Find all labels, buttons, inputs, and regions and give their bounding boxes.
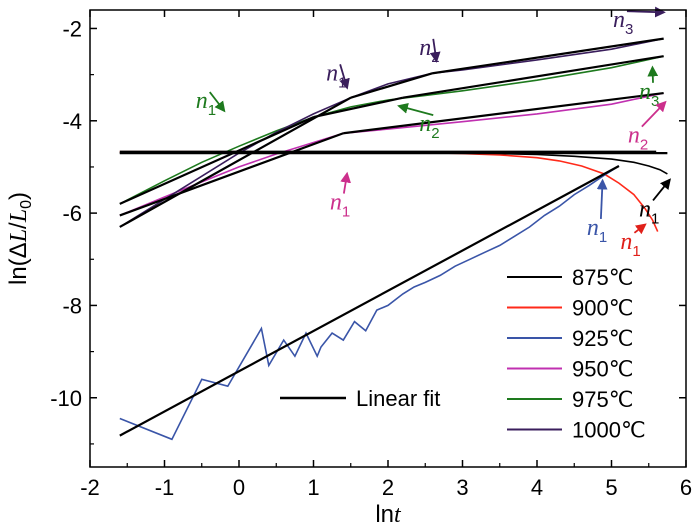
- legend-label-linear-fit: Linear fit: [356, 386, 440, 411]
- annotation-label-1: n1: [326, 60, 346, 91]
- x-axis-title: lnt: [375, 501, 402, 528]
- annotation-arrow-4: [397, 103, 434, 116]
- y-tick-label-1: -4: [62, 109, 82, 134]
- y-axis-title: ln(ΔL/L0): [5, 192, 35, 285]
- series-line-0: [119, 152, 668, 175]
- series-line-5: [119, 37, 664, 228]
- annotation-arrow-9: [633, 223, 647, 235]
- annotation-label-4: n2: [419, 111, 439, 142]
- annotation-label-2: n2: [419, 35, 439, 66]
- legend-label-5: 1000℃: [572, 418, 646, 443]
- x-tick-label-8: 6: [680, 475, 692, 500]
- linear-fit-line-3: [119, 132, 344, 217]
- annotation-arrow-7: [340, 171, 351, 194]
- axis-layer: -2 -1 0 1 2 3 4 5 6-2-4-6-8-10: [50, 10, 692, 500]
- annotation-arrow-1: [339, 64, 350, 90]
- linear-fit-line-4: [343, 91, 664, 135]
- legend-label-2: 925℃: [572, 326, 633, 351]
- annotation-label-3: n3: [613, 7, 633, 38]
- legend-label-0: 875℃: [572, 265, 633, 290]
- annotation-label-5: n3: [639, 79, 659, 110]
- x-tick-label-7: 5: [605, 475, 617, 500]
- series-line-4: [119, 55, 664, 205]
- linear-fit-line-5: [119, 116, 314, 205]
- legend: 875℃ 900℃ 925℃ 950℃ 975℃ 1000℃ Linear fit: [280, 265, 646, 443]
- annotation-arrow-5: [647, 65, 659, 83]
- annotation-label-10: n1: [587, 215, 607, 246]
- annotation-arrow-10: [596, 178, 608, 219]
- linear-fit-line-9: [350, 72, 434, 99]
- linear-fit-line-10: [432, 37, 664, 75]
- x-tick-label-3: 1: [307, 475, 319, 500]
- annotation-label-0: n1: [196, 88, 216, 119]
- annotation-label-9: n1: [620, 229, 640, 260]
- annotation-label-6: n2: [628, 123, 648, 154]
- annotation-arrow-0: [209, 91, 226, 113]
- annotation-label-8: n1: [639, 196, 659, 227]
- linear-fit-line-0: [119, 165, 620, 437]
- x-tick-label-2: 0: [233, 475, 245, 500]
- x-tick-label-5: 3: [456, 475, 468, 500]
- annotation-arrow-3: [626, 6, 666, 18]
- x-tick-label-6: 4: [531, 475, 543, 500]
- linear-fit-layer: [119, 37, 668, 437]
- linear-fit-line-8: [119, 96, 352, 228]
- x-tick-label-4: 2: [382, 475, 394, 500]
- annotation-arrow-2: [429, 38, 441, 63]
- y-tick-label-0: -2: [62, 16, 82, 41]
- legend-label-1: 900℃: [572, 296, 633, 321]
- annotation-arrow-8: [652, 178, 671, 202]
- x-tick-label-1: -1: [155, 475, 175, 500]
- x-tick-label-0: -2: [80, 475, 100, 500]
- annotation-arrow-6: [641, 100, 667, 128]
- y-tick-label-4: -10: [50, 386, 82, 411]
- linear-fit-line-7: [402, 55, 664, 99]
- y-tick-label-3: -8: [62, 293, 82, 318]
- legend-label-3: 950℃: [572, 357, 633, 382]
- annotation-label-7: n1: [330, 190, 350, 221]
- legend-label-4: 975℃: [572, 387, 633, 412]
- y-tick-label-2: -6: [62, 201, 82, 226]
- series-line-2: [119, 165, 620, 441]
- linear-fit-line-6: [313, 96, 404, 119]
